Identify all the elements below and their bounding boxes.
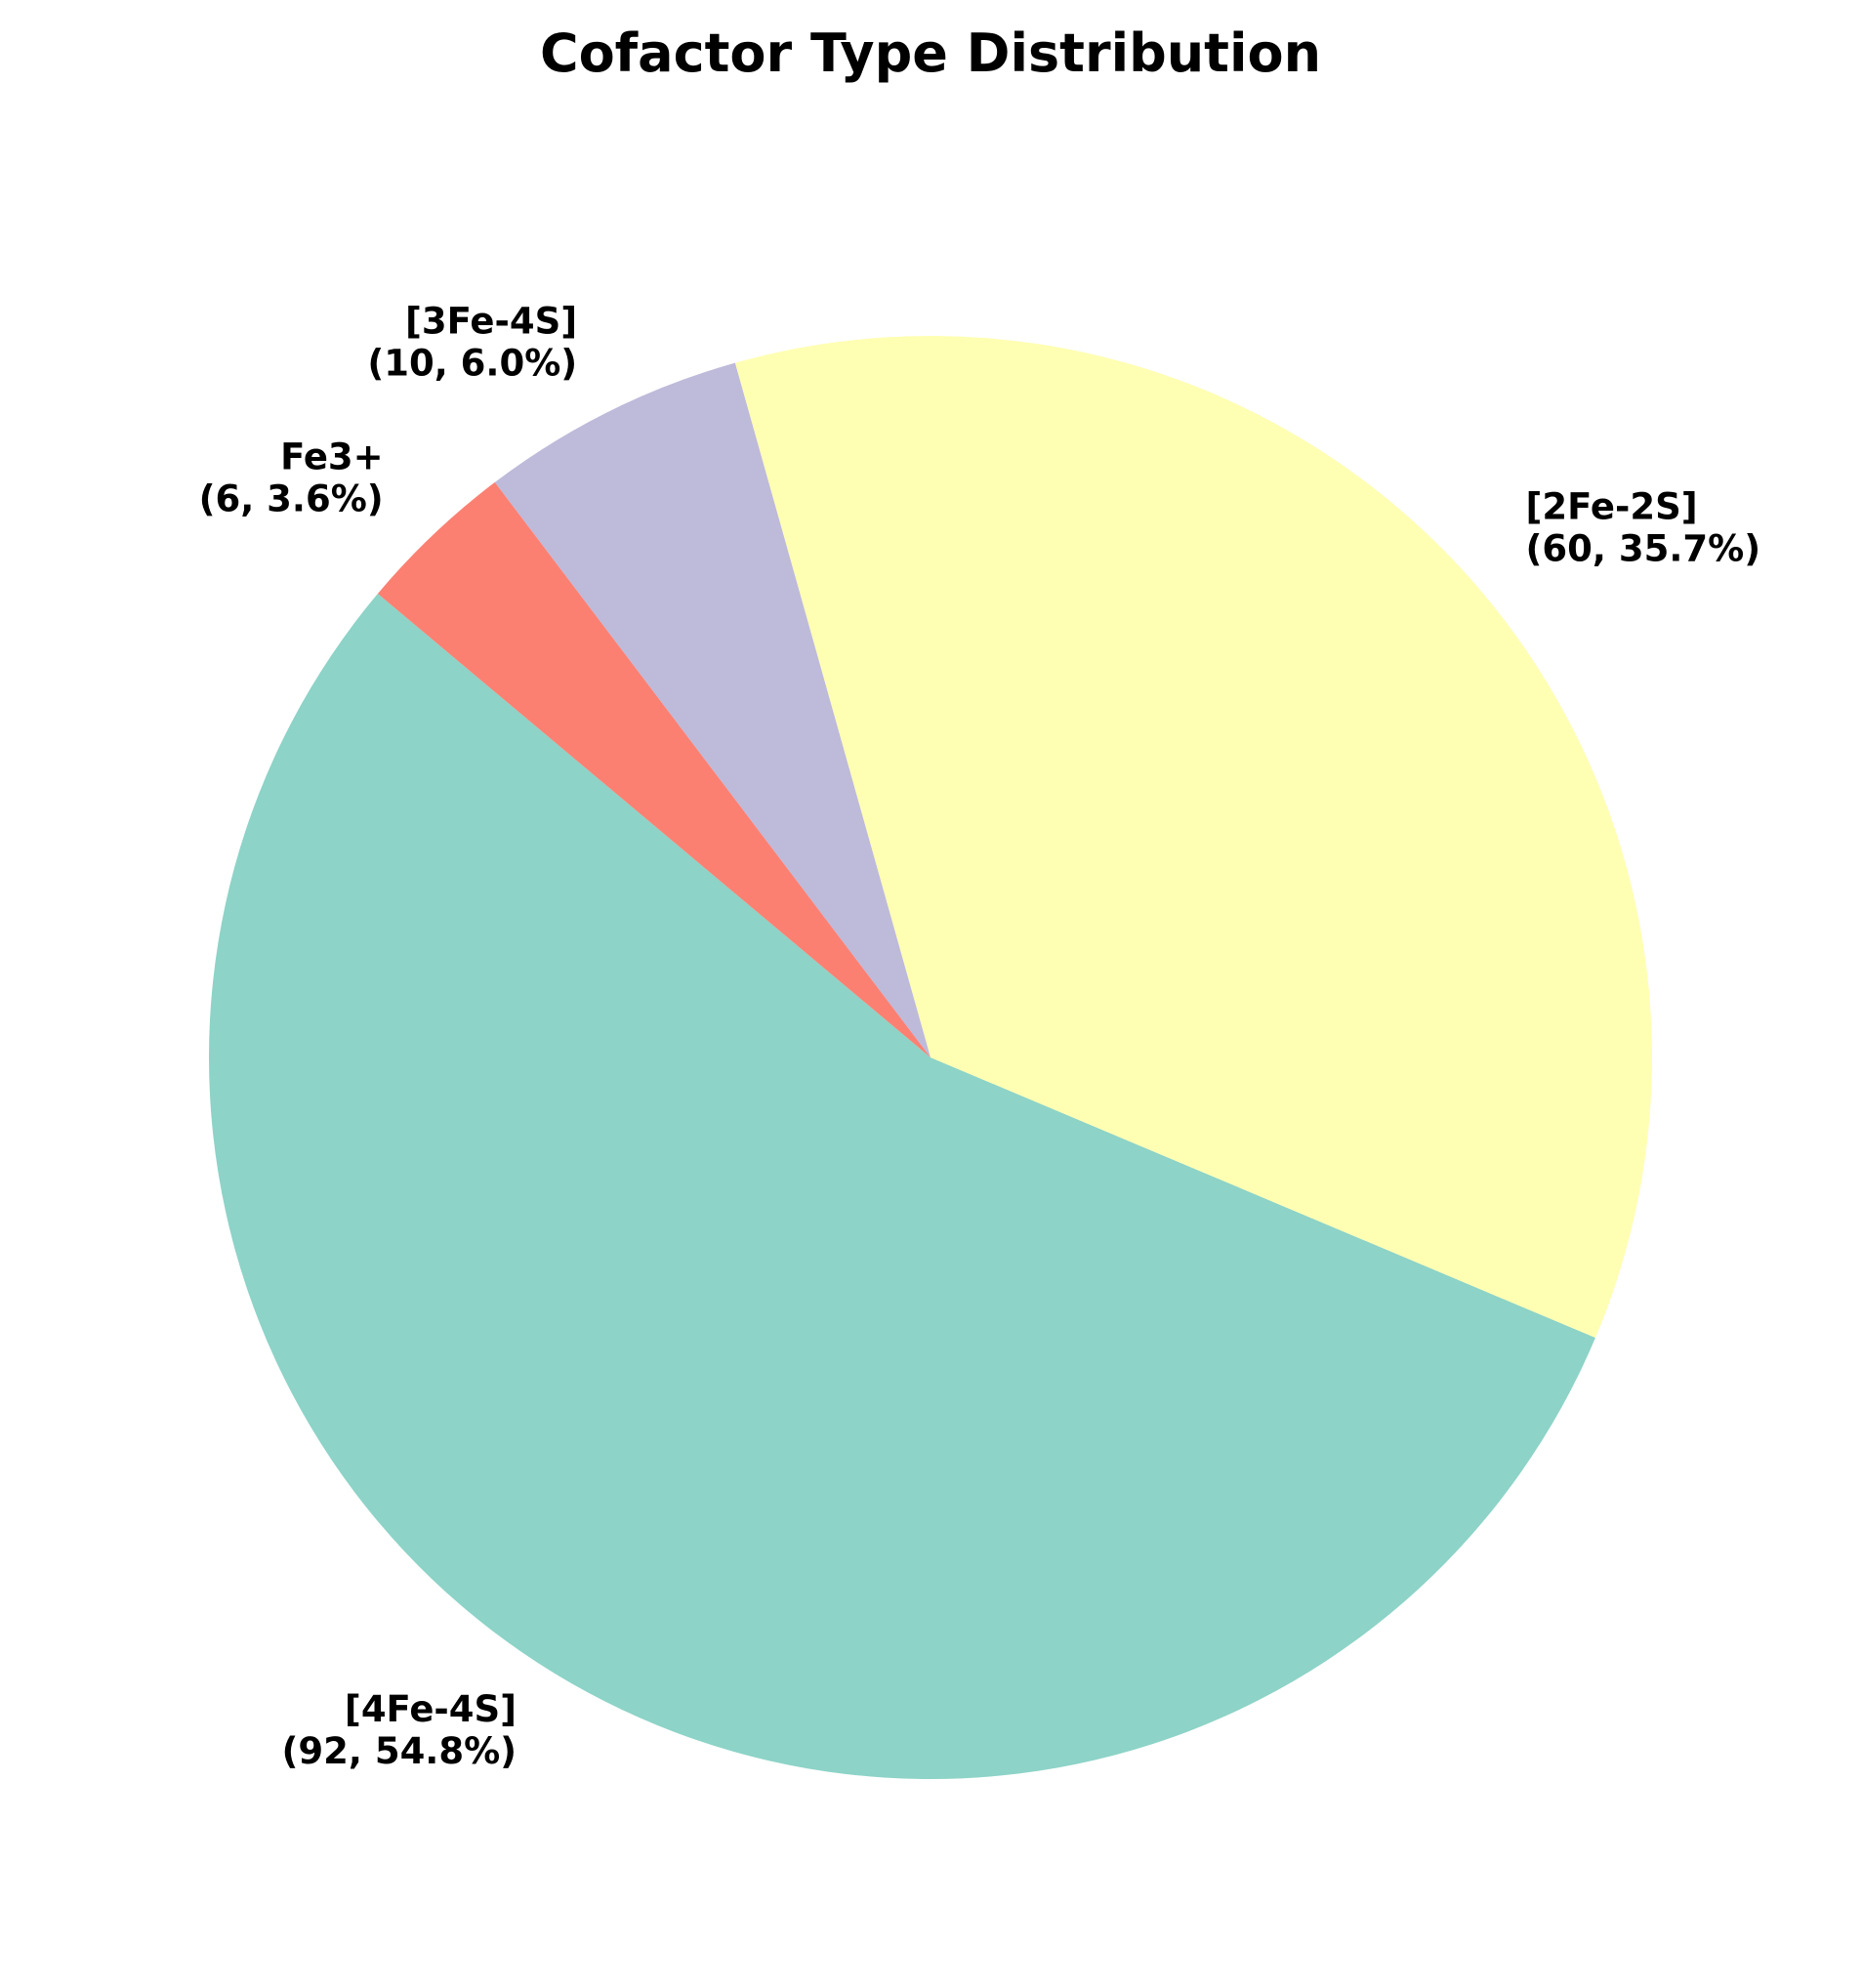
slice-value-label-0: (92, 54.8%) [281,1730,517,1772]
pie-labels: [4Fe-4S](92, 54.8%) [2Fe-2S](60, 35.7%) [3… [199,300,1761,1772]
pie-slice-1 [734,336,1652,1339]
slice-label-2: [3Fe-4S] [405,300,577,342]
pie-slice-3 [377,481,931,1057]
pie-slices [208,336,1652,1779]
slice-label-0: [4Fe-4S] [345,1688,517,1730]
slice-value-label-2: (10, 6.0%) [367,343,577,385]
pie-slice-2 [494,362,931,1057]
slice-value-label-1: (60, 35.7%) [1526,528,1761,570]
slice-label-1: [2Fe-2S] [1526,485,1698,527]
pie-slice-0 [208,593,1595,1779]
slice-value-label-3: (6, 3.6%) [199,478,384,520]
slice-label-3: Fe3+ [280,435,384,477]
chart-title: Cofactor Type Distribution [540,22,1321,84]
